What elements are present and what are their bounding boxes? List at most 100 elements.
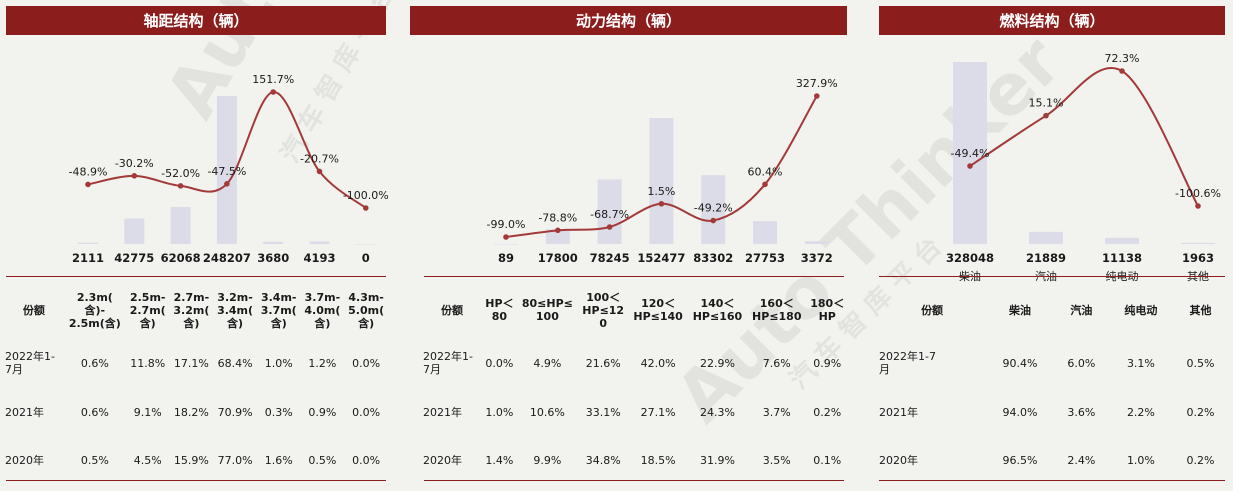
- growth-label-4: -49.2%: [694, 202, 733, 215]
- table-cell-4: 42.0%: [640, 356, 676, 370]
- growth-point-2: [177, 183, 184, 189]
- table-cell-1: 94.0%: [1002, 405, 1038, 419]
- growth-point-6: [363, 205, 369, 211]
- growth-point-3: [658, 201, 665, 207]
- table-cell-2: 4.5%: [133, 453, 162, 467]
- value-label-3: 152477: [637, 251, 685, 265]
- growth-label-0: -48.9%: [69, 165, 108, 178]
- growth-label-3: 1.5%: [647, 185, 675, 198]
- value-label-2: 62068: [161, 251, 201, 265]
- table-cell-6: 3.5%: [762, 453, 791, 467]
- table-cell-3: 33.1%: [585, 405, 621, 419]
- table-row: 2020年 96.5% 2.4% 1.0% 0.2%: [878, 436, 1228, 484]
- value-label-6: 0: [362, 251, 370, 265]
- value-label-4: 3680: [257, 251, 289, 265]
- table-cell-7: 0.0%: [352, 453, 381, 467]
- bar-2: [1105, 237, 1139, 244]
- table-cell-3: 18.2%: [173, 405, 209, 419]
- fuel-panel: 燃料结构（辆） 328048 21889 11138 1963 柴油 汽油 纯电动 其他 -49…: [878, 0, 1233, 491]
- value-label-5: 27753: [745, 251, 785, 265]
- table-cell-2: 9.9%: [533, 453, 562, 467]
- table-cell-2: 10.6%: [529, 405, 565, 419]
- growth-point-3: [1195, 203, 1201, 209]
- header-cell-4: 其他: [1189, 303, 1212, 317]
- table-cell-7: 0.9%: [813, 356, 842, 370]
- table-row: 2020年 0.5% 4.5% 15.9% 77.0% 1.6% 0.5% 0.0%: [4, 436, 388, 484]
- growth-point-6: [814, 93, 820, 99]
- table-cell-0: 2022年1-7月: [5, 350, 55, 376]
- growth-label-5: 60.4%: [748, 165, 783, 178]
- growth-point-5: [762, 181, 768, 188]
- table-cell-4: 0.2%: [1186, 453, 1215, 467]
- table-cell-0: 2020年: [879, 453, 918, 467]
- growth-point-1: [131, 173, 138, 179]
- header-cell-2: 2.5m- 2.7m(含): [129, 290, 166, 330]
- bar-0: [78, 242, 98, 244]
- bar-4: [263, 241, 284, 244]
- header-cell-1: 柴油: [1009, 303, 1032, 317]
- table-cell-4: 0.5%: [1186, 356, 1215, 370]
- growth-label-6: -100.0%: [343, 189, 389, 202]
- header-cell-0: 份额: [22, 303, 45, 317]
- table-cell-5: 1.0%: [264, 356, 293, 370]
- table-cell-5: 24.3%: [699, 405, 735, 419]
- growth-label-2: -52.0%: [161, 167, 200, 180]
- growth-label-1: -30.2%: [115, 157, 154, 170]
- power-title: 动力结构（辆）: [410, 6, 847, 35]
- table-cell-3: 3.1%: [1126, 356, 1155, 370]
- table-cell-4: 0.2%: [1186, 405, 1215, 419]
- growth-point-4: [270, 89, 277, 95]
- table-row: 2020年 1.4% 9.9% 34.8% 18.5% 31.9% 3.5% 0.1%: [422, 436, 848, 484]
- value-label-0: 89: [498, 251, 514, 265]
- growth-point-1: [1043, 112, 1049, 119]
- growth-label-1: -78.8%: [538, 211, 577, 224]
- wheelbase-chart: 2111 42775 62068 248207 3680 4193 0 -48.9% -30.2…: [69, 73, 389, 265]
- table-cell-6: 1.2%: [308, 356, 337, 370]
- growth-point-0: [967, 163, 973, 169]
- header-cell-1: HP＜ 80: [485, 297, 514, 323]
- table-cell-0: 2021年: [879, 405, 918, 419]
- header-row: 份额 2.3m(含)- 2.5m(含) 2.5m- 2.7m(含) 2.7m- 3.2m(含…: [4, 282, 388, 338]
- table-cell-6: 0.9%: [308, 405, 337, 419]
- growth-point-0: [85, 181, 91, 188]
- bar-4: [701, 175, 726, 244]
- header-cell-3: 纯电动: [1124, 303, 1158, 317]
- table-cell-3: 15.9%: [173, 453, 209, 467]
- growth-point-4: [710, 217, 716, 224]
- wheelbase-panel: 轴距结构（辆） 2111 42775 62068 248207 3680 4193 0 -48…: [0, 0, 400, 491]
- table-row: 2021年 1.0% 10.6% 33.1% 27.1% 24.3% 3.7% 0.2%: [422, 388, 848, 436]
- value-label-3: 248207: [203, 251, 251, 265]
- table-cell-3: 17.1%: [173, 356, 209, 370]
- growth-label-2: -68.7%: [590, 208, 629, 221]
- table-cell-7: 0.0%: [352, 356, 381, 370]
- header-cell-1: 2.3m(含)- 2.5m(含): [68, 290, 121, 330]
- table-row: 2022年1-7 月 90.4% 6.0% 3.1% 0.5%: [878, 338, 1228, 388]
- table-cell-1: 1.0%: [485, 405, 514, 419]
- wheelbase-rule-bottom: [6, 480, 386, 481]
- value-label-0: 2111: [72, 251, 104, 265]
- value-label-1: 17800: [538, 251, 578, 265]
- table-cell-4: 68.4%: [217, 356, 253, 370]
- table-row: 2022年1- 7月 0.0% 4.9% 21.6% 42.0% 22.9% 7.6% 0.9%: [422, 338, 848, 388]
- header-cell-2: 汽油: [1070, 303, 1093, 317]
- power-share-table: 份额 HP＜ 80 80≤HP≤ 100 100＜ HP≤12 0 120＜ HP≤140 140＜…: [422, 282, 848, 484]
- fuel-rule-top: [879, 276, 1225, 277]
- bar-1: [545, 229, 570, 244]
- fuel-share-table: 份额 柴油 汽油 纯电动 其他 2022年1-7 月 90.4% 6.0% 3.1% 0.5% 202…: [878, 282, 1228, 484]
- table-cell-2: 6.0%: [1067, 356, 1096, 370]
- header-cell-6: 3.7m- 4.0m(含): [304, 290, 341, 330]
- growth-point-2: [1119, 68, 1125, 74]
- growth-point-2: [606, 224, 613, 230]
- header-cell-0: 份额: [921, 303, 944, 317]
- growth-label-5: -20.7%: [300, 152, 339, 165]
- bar-1: [1029, 231, 1063, 244]
- table-cell-1: 96.5%: [1002, 453, 1038, 467]
- growth-label-4: 151.7%: [252, 73, 294, 86]
- power-rule-top: [424, 276, 844, 277]
- growth-label-2: 72.3%: [1105, 52, 1140, 65]
- header-cell-0: 份额: [440, 303, 463, 317]
- bar-5: [309, 241, 330, 244]
- table-row: 2022年1- 7月 0.6% 11.8% 17.1% 68.4% 1.0% 1.2% 0.0%: [4, 338, 388, 388]
- growth-label-0: -99.0%: [487, 218, 526, 231]
- bar-0: [953, 62, 987, 244]
